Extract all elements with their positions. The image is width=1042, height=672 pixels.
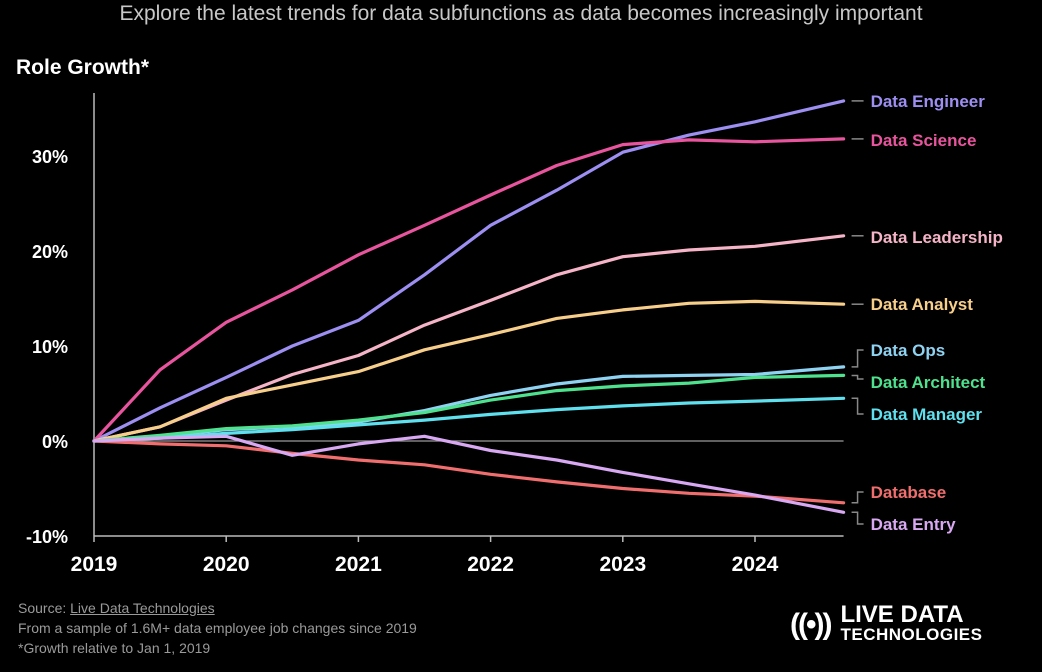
- label-leader: [851, 491, 864, 504]
- series-line-data-engineer: [92, 99, 846, 443]
- series-label: Data Architect: [871, 373, 986, 392]
- x-tick-label: 2024: [732, 553, 779, 576]
- growth-note: *Growth relative to Jan 1, 2019: [18, 640, 211, 656]
- series-label: Data Ops: [871, 341, 946, 360]
- chart-subtitle: Explore the latest trends for data subfu…: [119, 2, 923, 25]
- x-tick-label: 2021: [335, 553, 382, 576]
- series-label: Data Engineer: [871, 92, 986, 111]
- series-label: Data Manager: [871, 405, 983, 424]
- series-line-data-architect: [92, 373, 846, 443]
- series-line-data-manager: [92, 396, 846, 443]
- series-label: Data Science: [871, 131, 977, 150]
- series-label: Data Leadership: [871, 228, 1003, 247]
- y-tick-label: -10%: [26, 527, 68, 547]
- series-line-data-entry: [92, 434, 846, 514]
- series-line-data-analyst: [92, 299, 846, 443]
- footer: Source: Live Data Technologies From a sa…: [18, 598, 417, 658]
- series-line-data-science: [92, 137, 846, 443]
- x-tick-label: 2020: [203, 553, 250, 576]
- source-link[interactable]: Live Data Technologies: [70, 600, 215, 616]
- y-tick-label: 30%: [32, 147, 68, 167]
- series-line-database: [92, 439, 846, 505]
- source-prefix: Source:: [18, 600, 71, 616]
- series-label: Data Analyst: [871, 295, 974, 314]
- x-tick-label: 2019: [71, 553, 118, 576]
- label-leader: [851, 397, 864, 415]
- series-label: Data Entry: [871, 515, 957, 534]
- series-label: Database: [871, 483, 947, 502]
- y-tick-label: 20%: [32, 242, 68, 262]
- label-leader: [851, 349, 864, 368]
- x-tick-label: 2022: [467, 553, 514, 576]
- y-tick-label: 0%: [42, 432, 68, 452]
- label-leader: [851, 511, 864, 525]
- label-leader: [851, 374, 864, 380]
- y-tick-label: 10%: [32, 337, 68, 357]
- sample-note: From a sample of 1.6M+ data employee job…: [18, 620, 417, 636]
- logo-line2: TECHNOLOGIES: [840, 625, 983, 644]
- logo-line1: LIVE DATA: [840, 601, 964, 628]
- chart-title: Role Growth*: [16, 56, 150, 79]
- x-tick-label: 2023: [599, 553, 646, 576]
- live-data-logo: ((•)) LIVE DATA TECHNOLOGIES: [790, 601, 983, 645]
- broadcast-icon: ((•)): [790, 608, 832, 641]
